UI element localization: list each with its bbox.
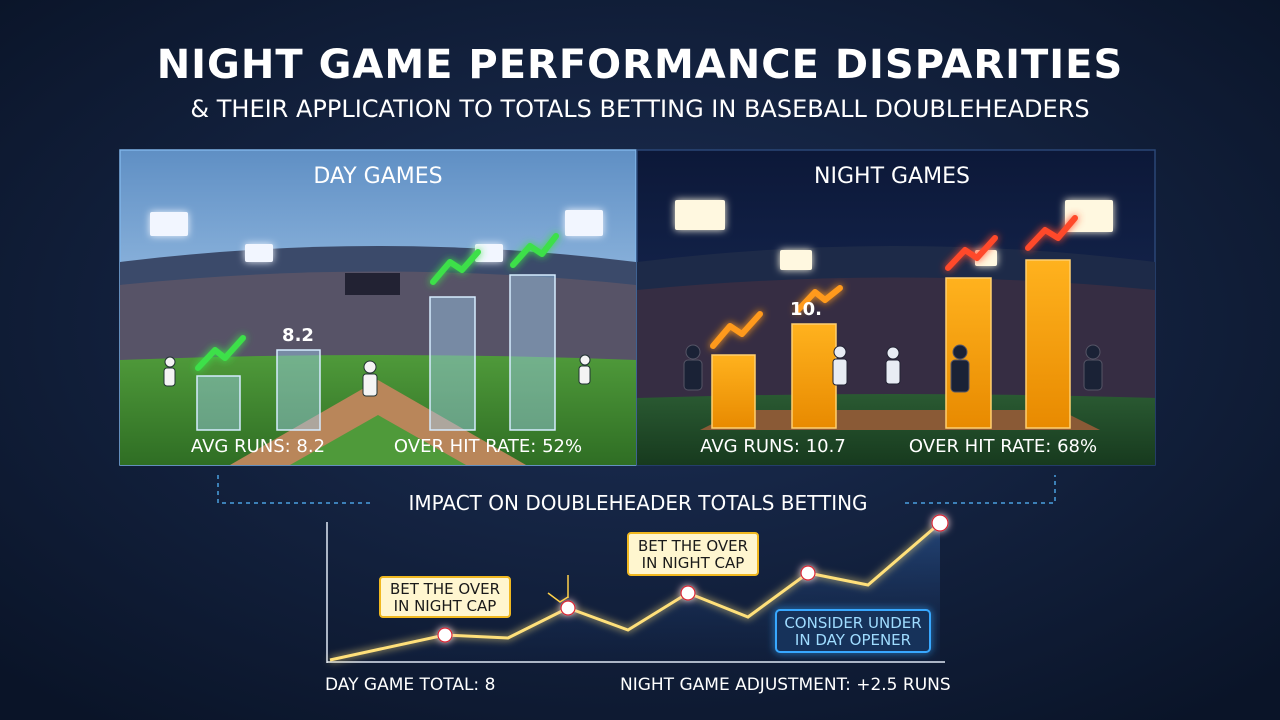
callout-line: IN NIGHT CAP [394, 597, 497, 615]
day-game-total: DAY GAME TOTAL: 8 [325, 675, 495, 695]
callout-line: IN NIGHT CAP [642, 554, 745, 572]
callout: BET THE OVER IN NIGHT CAP [379, 576, 511, 618]
bar-label: 8.2 [282, 325, 314, 346]
connector [217, 475, 1056, 504]
callout-line: BET THE OVER [390, 580, 500, 598]
callout-line: BET THE OVER [638, 537, 748, 555]
callout-line: IN DAY OPENER [795, 631, 911, 649]
bar-label: 10. [790, 299, 822, 320]
night-panel: NIGHT GAMES 10. AVG RUNS: 10.7 OVER HIT … [636, 149, 1156, 466]
callout: BET THE OVER IN NIGHT CAP [627, 532, 759, 576]
avg-runs: AVG RUNS: 10.7 [700, 436, 846, 457]
over-hit-rate: OVER HIT RATE: 52% [394, 436, 582, 457]
over-hit-rate: OVER HIT RATE: 68% [909, 436, 1097, 457]
night-game-adjustment: NIGHT GAME ADJUSTMENT: +2.5 RUNS [620, 675, 951, 695]
panel-heading: DAY GAMES [313, 164, 442, 189]
callout-line: CONSIDER UNDER [784, 614, 921, 632]
subtitle: & THEIR APPLICATION TO TOTALS BETTING IN… [190, 95, 1089, 123]
title: NIGHT GAME PERFORMANCE DISPARITIES [157, 42, 1124, 88]
avg-runs: AVG RUNS: 8.2 [191, 436, 325, 457]
impact-heading: IMPACT ON DOUBLEHEADER TOTALS BETTING [408, 491, 867, 515]
callout: CONSIDER UNDER IN DAY OPENER [775, 609, 931, 653]
day-panel: DAY GAMES 8.2 AVG RUNS: 8.2 OVER HIT RAT… [119, 149, 637, 466]
panel-heading: NIGHT GAMES [814, 164, 970, 189]
